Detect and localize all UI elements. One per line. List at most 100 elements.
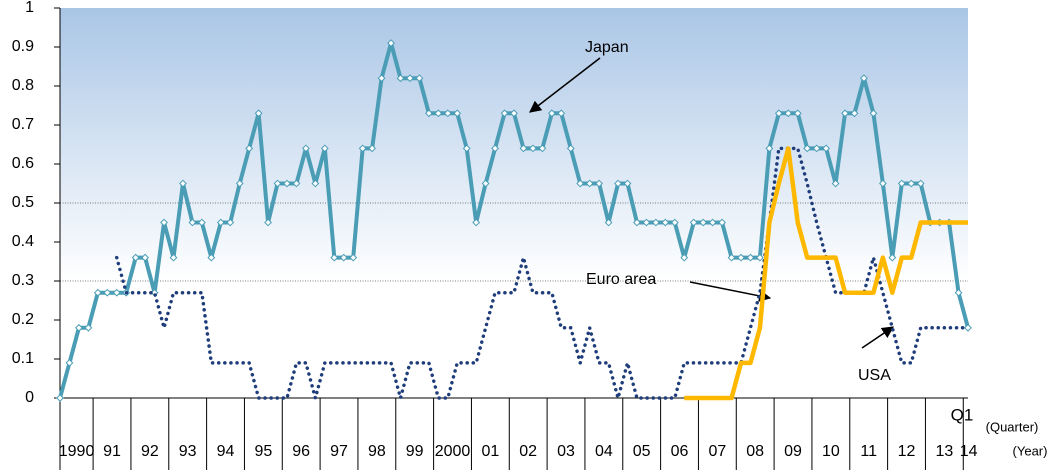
annotation-arrow <box>529 57 601 113</box>
marker <box>651 218 660 227</box>
marker <box>680 253 689 262</box>
marker <box>831 179 840 188</box>
marker <box>245 144 254 153</box>
marker <box>264 218 272 227</box>
marker <box>358 144 367 153</box>
annotation-arrow <box>689 281 772 302</box>
x-tick-label: 04 <box>595 443 613 460</box>
marker <box>670 218 679 227</box>
marker <box>510 109 518 118</box>
y-tick-label: 0.3 <box>12 272 34 289</box>
x-tick-label: 99 <box>406 443 424 460</box>
marker <box>689 218 698 227</box>
annotation-arrow <box>861 326 894 349</box>
marker <box>472 218 481 227</box>
x-tick-label: 2000 <box>435 443 471 460</box>
marker <box>604 218 613 227</box>
marker <box>803 144 812 153</box>
x-tick-label: 93 <box>179 443 197 460</box>
marker <box>708 218 717 227</box>
marker <box>737 253 745 262</box>
marker <box>283 179 291 188</box>
x-tick-label: 14 <box>960 443 978 460</box>
x-tick-label: 02 <box>519 443 537 460</box>
x-tick-label: 11 <box>860 443 877 460</box>
marker <box>557 109 566 118</box>
marker <box>746 253 755 262</box>
x-tick-label: 98 <box>368 443 386 460</box>
marker <box>822 144 831 153</box>
y-tick-label: 0.1 <box>12 350 34 367</box>
marker <box>453 109 462 118</box>
marker <box>614 179 622 188</box>
x-tick-label: 94 <box>217 443 235 460</box>
marker <box>169 253 178 262</box>
annotation-label: Euro area <box>586 271 656 288</box>
marker <box>339 253 348 262</box>
y-tick-label: 1 <box>25 0 34 16</box>
marker <box>462 144 471 153</box>
marker <box>793 109 802 118</box>
marker <box>349 253 358 262</box>
x-tick-label: 01 <box>481 443 499 460</box>
marker <box>774 109 783 118</box>
marker <box>576 179 585 188</box>
marker <box>443 109 452 118</box>
marker <box>633 218 641 227</box>
marker <box>566 144 575 153</box>
y-tick-label: 0.9 <box>12 38 34 55</box>
marker <box>765 144 774 153</box>
x-axis-label: (Quarter) <box>986 419 1039 434</box>
marker <box>273 179 282 188</box>
marker <box>292 179 301 188</box>
marker <box>964 323 972 332</box>
marker <box>538 144 547 153</box>
marker <box>103 288 112 297</box>
x-tick-label: 07 <box>708 443 726 460</box>
y-tick-label: 0.8 <box>12 77 34 94</box>
marker <box>93 288 102 297</box>
y-tick-label: 0.7 <box>12 116 34 133</box>
marker <box>878 179 887 188</box>
marker <box>415 74 424 83</box>
marker <box>406 74 414 83</box>
marker <box>387 39 395 48</box>
x-tick-label: 95 <box>254 443 272 460</box>
marker <box>84 323 93 332</box>
x-tick-label: 10 <box>822 443 840 460</box>
marker <box>330 253 339 262</box>
marker <box>434 109 443 118</box>
marker <box>131 253 140 262</box>
marker <box>254 109 263 118</box>
marker <box>699 218 708 227</box>
marker <box>916 179 925 188</box>
marker <box>727 253 736 262</box>
marker <box>377 74 386 83</box>
marker <box>396 74 405 83</box>
marker <box>481 179 490 188</box>
marker <box>179 179 187 188</box>
x-tick-label: 13 <box>935 443 953 460</box>
x-tick-label: 92 <box>141 443 159 460</box>
marker <box>595 179 604 188</box>
marker <box>311 179 320 188</box>
y-tick-label: 0.4 <box>12 233 34 250</box>
marker <box>718 218 726 227</box>
x-tick-label: 91 <box>103 443 121 460</box>
marker <box>235 179 244 188</box>
marker <box>869 109 878 118</box>
marker <box>661 218 670 227</box>
marker <box>519 144 528 153</box>
line-solid <box>684 146 968 401</box>
marker <box>529 144 537 153</box>
y-tick-label: 0 <box>25 389 34 406</box>
annotation-label: USA <box>858 367 891 384</box>
marker <box>75 323 83 332</box>
x-tick-label: 96 <box>292 443 310 460</box>
marker <box>160 218 168 227</box>
y-tick-label: 0.5 <box>12 194 34 211</box>
marker <box>888 253 897 262</box>
marker <box>756 253 764 262</box>
marker <box>623 179 632 188</box>
